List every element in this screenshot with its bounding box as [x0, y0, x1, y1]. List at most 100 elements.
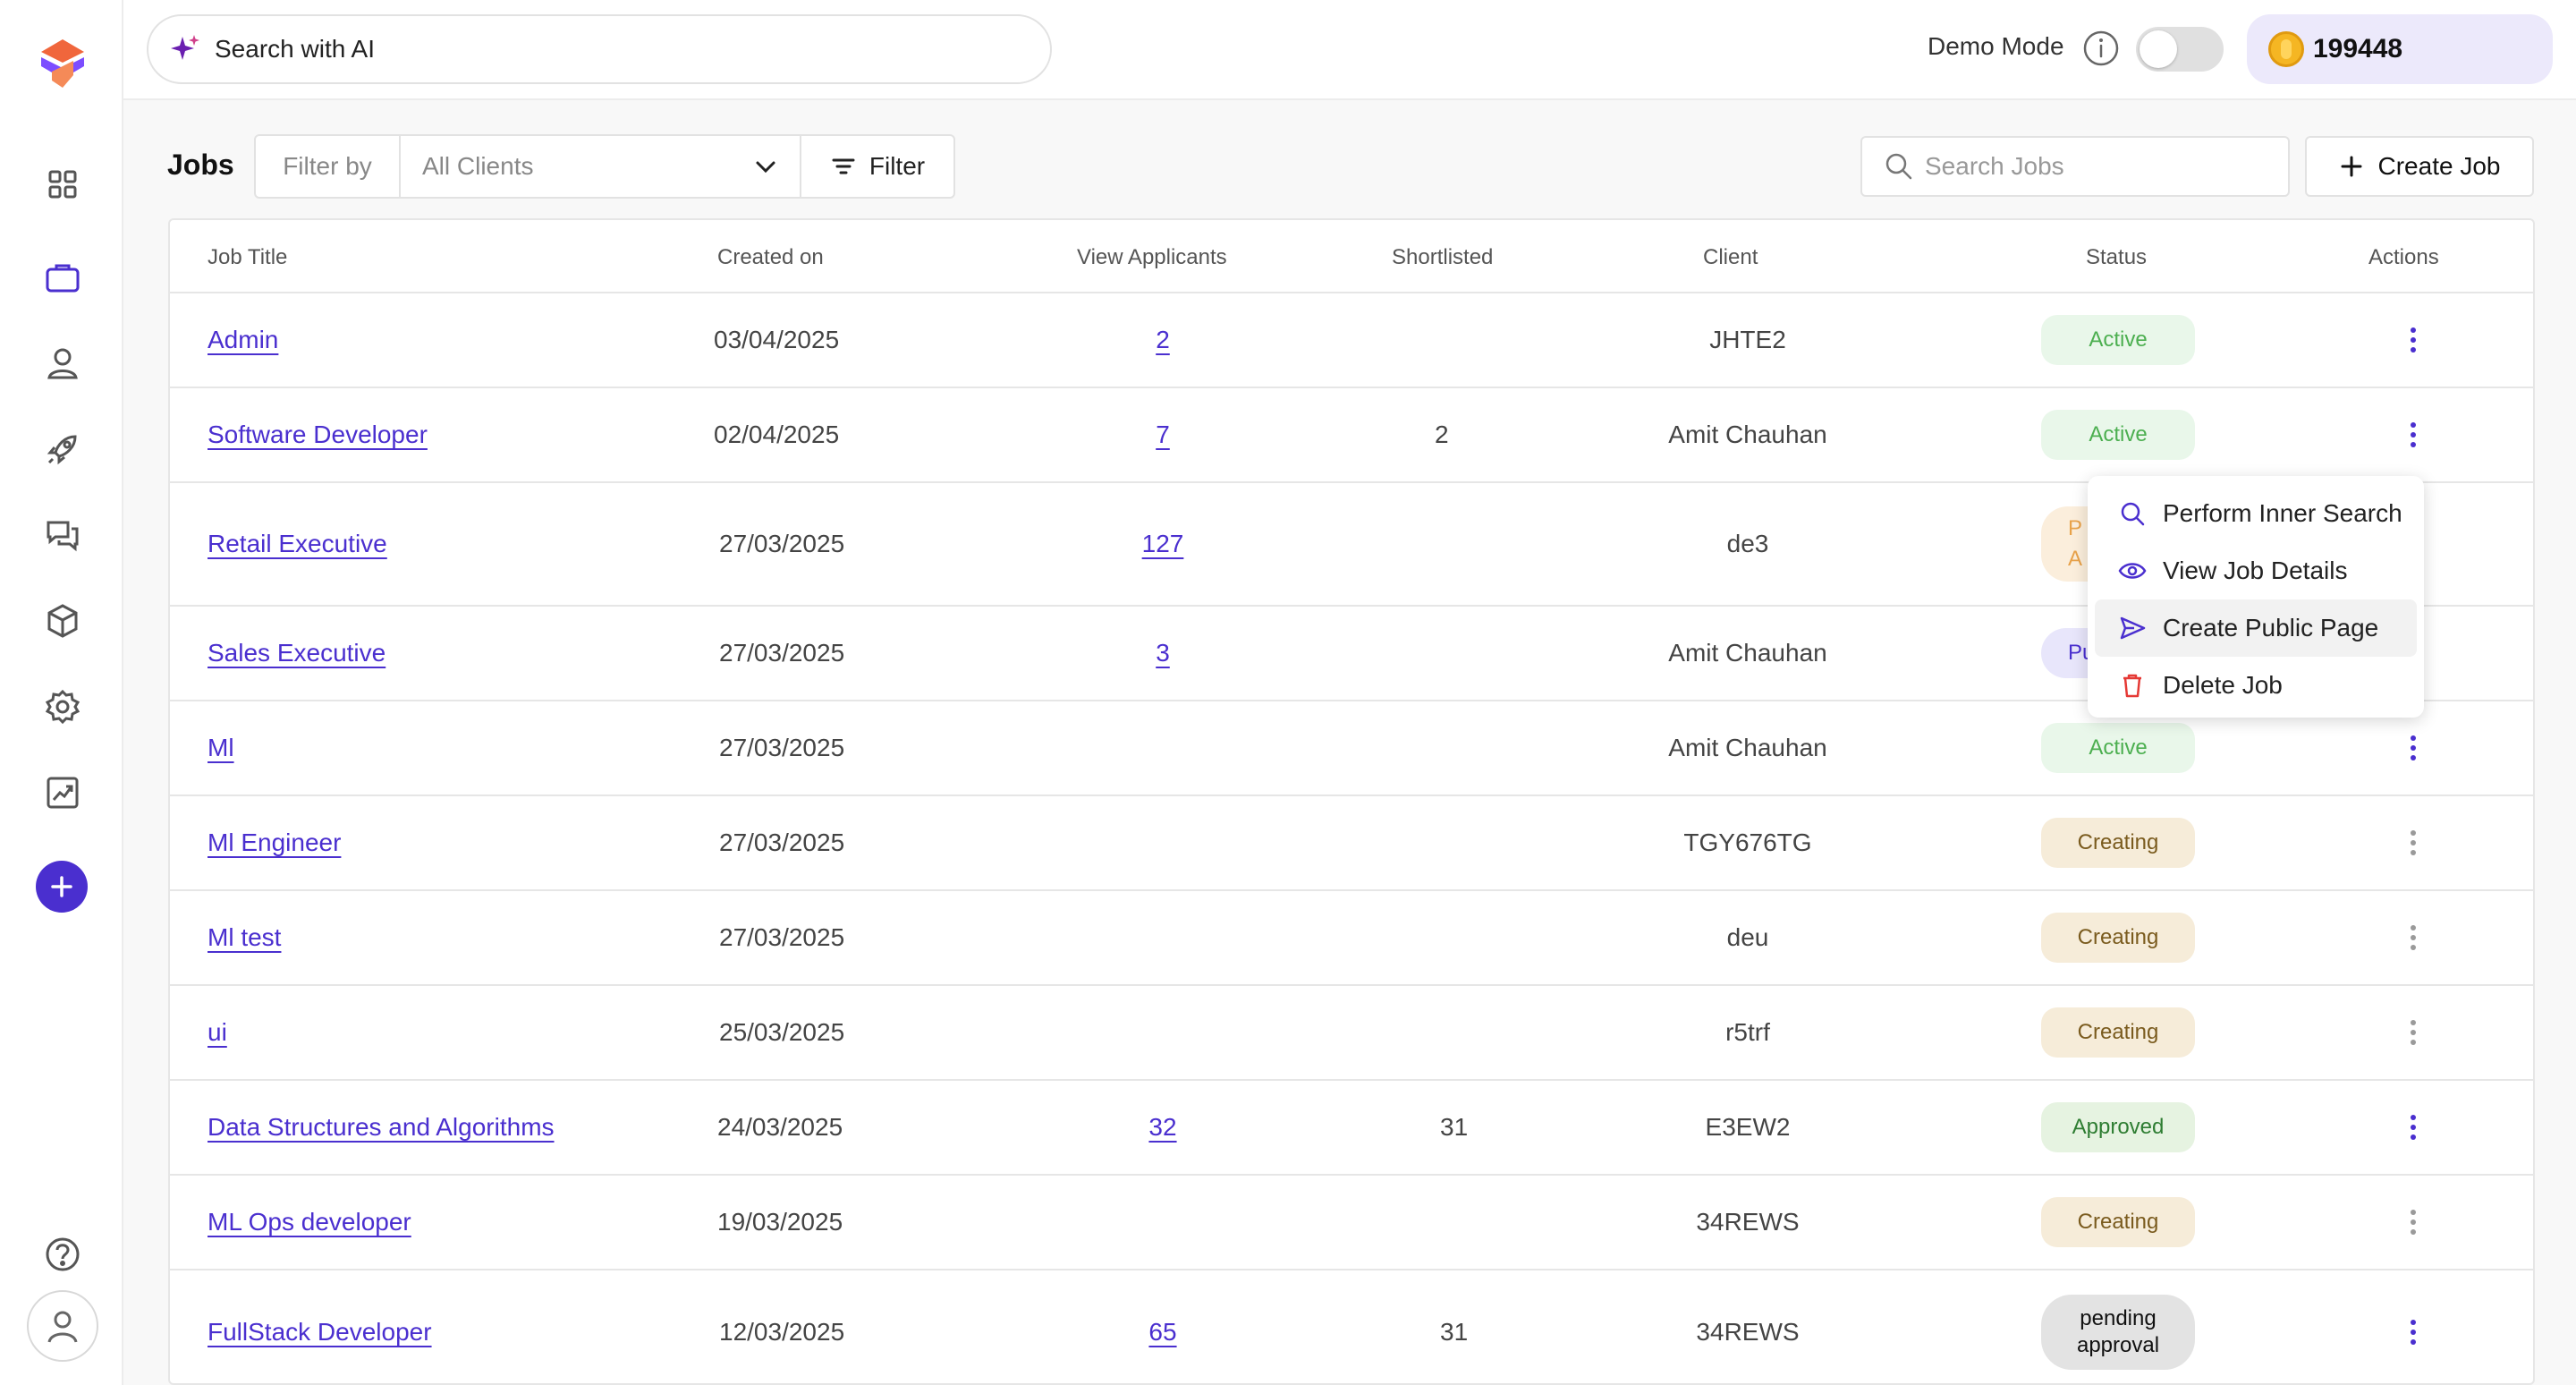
table-row: ML Ops developer 19/03/2025 34REWS Creat…	[170, 1176, 2533, 1270]
menu-item-create-public-page[interactable]: Create Public Page	[2095, 599, 2417, 657]
send-icon	[2120, 616, 2146, 640]
sparkle-icon	[171, 35, 199, 60]
row-actions-button[interactable]	[2395, 1108, 2431, 1147]
job-title-link[interactable]: ui	[208, 1018, 227, 1046]
jobs-table: Job Title Created on View Applicants Sho…	[168, 218, 2535, 1385]
sidebar	[0, 0, 123, 1385]
topbar: Search with AI Demo Mode 199448	[123, 0, 2576, 100]
applicants-link[interactable]: 2	[1156, 326, 1170, 353]
table-row: Admin 03/04/2025 2 JHTE2 Active	[170, 293, 2533, 388]
quick-add-button[interactable]	[36, 861, 88, 913]
rocket-icon[interactable]	[39, 426, 86, 472]
status-badge: Creating	[2041, 1007, 2195, 1058]
row-actions-button[interactable]	[2395, 1013, 2431, 1052]
search-icon	[2121, 502, 2145, 526]
ai-search-label: Search with AI	[215, 35, 375, 63]
row-actions-button[interactable]	[2395, 320, 2431, 360]
client-select[interactable]: All Clients	[401, 136, 801, 197]
client-name: r5trf	[1725, 1018, 1770, 1046]
demo-mode-label: Demo Mode	[1928, 32, 2064, 60]
created-on: 27/03/2025	[719, 923, 845, 951]
job-title-link[interactable]: Admin	[208, 326, 279, 353]
help-icon[interactable]	[39, 1231, 86, 1278]
job-title-link[interactable]: Software Developer	[208, 421, 428, 448]
column-header-actions: Actions	[2368, 245, 2439, 269]
briefcase-icon[interactable]	[39, 254, 86, 301]
client-name: deu	[1726, 923, 1769, 951]
column-header-job-title: Job Title	[208, 245, 288, 269]
client-select-value: All Clients	[422, 152, 534, 180]
job-title-link[interactable]: ML Ops developer	[208, 1208, 411, 1236]
create-job-button[interactable]: Create Job	[2305, 136, 2534, 197]
row-actions-button[interactable]	[2395, 415, 2431, 455]
created-on: 27/03/2025	[719, 639, 845, 667]
create-job-label: Create Job	[2377, 152, 2501, 180]
created-on: 27/03/2025	[719, 828, 845, 856]
client-name: 34REWS	[1696, 1208, 1800, 1236]
applicants-link[interactable]: 127	[1141, 530, 1184, 557]
row-actions-button[interactable]	[2395, 1202, 2431, 1242]
created-on: 24/03/2025	[717, 1113, 843, 1141]
dashboard-icon[interactable]	[39, 161, 86, 208]
chat-icon[interactable]	[39, 512, 86, 558]
filter-button[interactable]: Filter	[801, 136, 953, 197]
cube-icon[interactable]	[39, 598, 86, 644]
client-name: E3EW2	[1705, 1113, 1791, 1141]
client-name: Amit Chauhan	[1668, 421, 1827, 448]
created-on: 19/03/2025	[717, 1208, 843, 1236]
table-row: ui 25/03/2025 r5trf Creating	[170, 986, 2533, 1081]
applicants-link[interactable]: 7	[1156, 421, 1170, 448]
created-on: 27/03/2025	[719, 734, 845, 761]
job-title-link[interactable]: Sales Executive	[208, 639, 386, 667]
coin-balance[interactable]: 199448	[2247, 14, 2553, 84]
app-logo[interactable]	[32, 36, 91, 91]
profile-icon	[47, 1311, 78, 1343]
ai-search-bar[interactable]: Search with AI	[147, 14, 1052, 84]
created-on: 03/04/2025	[714, 326, 840, 353]
row-actions-button[interactable]	[2395, 823, 2431, 862]
table-row: Ml Engineer 27/03/2025 TGY676TG Creating	[170, 796, 2533, 891]
analytics-icon[interactable]	[39, 769, 86, 816]
demo-mode-toggle[interactable]	[2136, 27, 2224, 72]
menu-item-label: Perform Inner Search	[2163, 499, 2402, 527]
table-row: Software Developer 02/04/2025 7 2 Amit C…	[170, 388, 2533, 483]
menu-item-view-job-details[interactable]: View Job Details	[2095, 542, 2417, 599]
search-jobs-field[interactable]	[1860, 136, 2290, 197]
status-badge: Active	[2041, 410, 2195, 460]
profile-avatar[interactable]	[27, 1290, 98, 1362]
menu-item-perform-inner-search[interactable]: Perform Inner Search	[2095, 485, 2417, 542]
table-row: FullStack Developer 12/03/2025 65 31 34R…	[170, 1270, 2533, 1383]
table-row: Retail Executive 27/03/2025 127 de3 P A	[170, 483, 2533, 607]
column-header-shortlisted: Shortlisted	[1392, 245, 1494, 269]
job-title-link[interactable]: Retail Executive	[208, 530, 387, 557]
settings-icon[interactable]	[39, 684, 86, 730]
info-icon[interactable]	[2081, 29, 2121, 68]
coin-icon	[2268, 31, 2304, 67]
column-header-client: Client	[1703, 245, 1758, 269]
row-actions-button[interactable]	[2395, 1313, 2431, 1352]
created-on: 02/04/2025	[714, 421, 840, 448]
applicants-link[interactable]: 32	[1148, 1113, 1177, 1141]
search-jobs-input[interactable]	[1925, 152, 2265, 181]
applicants-link[interactable]: 3	[1156, 639, 1170, 667]
column-header-status: Status	[2086, 245, 2148, 269]
job-title-link[interactable]: Data Structures and Algorithms	[208, 1113, 555, 1141]
job-title-link[interactable]: Ml Engineer	[208, 828, 342, 856]
user-icon[interactable]	[39, 340, 86, 387]
row-actions-button[interactable]	[2395, 728, 2431, 768]
job-title-link[interactable]: Ml	[208, 734, 234, 761]
created-on: 25/03/2025	[719, 1018, 845, 1046]
status-badge: Active	[2041, 723, 2195, 773]
applicants-link[interactable]: 65	[1148, 1318, 1177, 1346]
plus-icon	[51, 876, 72, 897]
row-action-menu: Perform Inner Search View Job Details Cr…	[2088, 476, 2424, 718]
client-name: 34REWS	[1696, 1318, 1800, 1346]
menu-item-delete-job[interactable]: Delete Job	[2095, 657, 2417, 714]
job-title-link[interactable]: FullStack Developer	[208, 1318, 432, 1346]
coin-count: 199448	[2313, 34, 2403, 64]
row-actions-button[interactable]	[2395, 918, 2431, 957]
filter-icon	[832, 158, 855, 174]
menu-item-label: Delete Job	[2163, 671, 2283, 699]
job-title-link[interactable]: Ml test	[208, 923, 282, 951]
eye-icon	[2118, 563, 2147, 579]
